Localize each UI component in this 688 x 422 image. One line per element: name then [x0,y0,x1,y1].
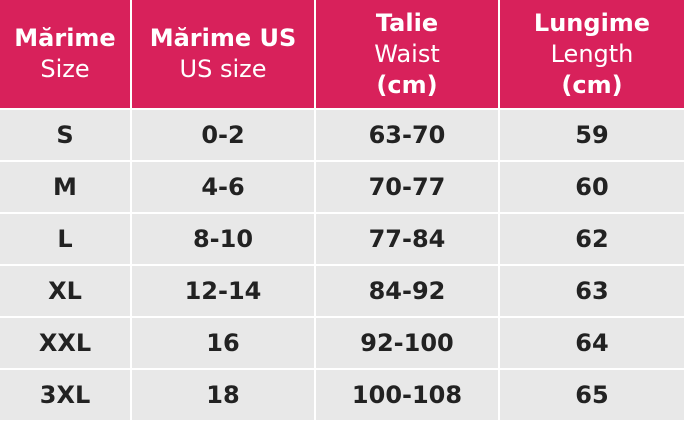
table-cell: 8-10 [132,214,314,264]
table-cell: L [0,214,130,264]
table-cell: 16 [132,318,314,368]
table-cell: 62 [500,214,684,264]
table-row: XL 12-14 84-92 63 [0,266,684,316]
header-row: Mărime Size Mărime US US size Talie Waist (cm)… [0,0,684,108]
table-cell: 0-2 [132,110,314,160]
table-cell: 18 [132,370,314,420]
header-line: Length [550,39,634,68]
table-cell: 63-70 [316,110,498,160]
table-row: M 4-6 70-77 60 [0,162,684,212]
table-body: S 0-2 63-70 59 M 4-6 70-77 60 L 8-10 77-84 62 XL 12-1… [0,110,684,420]
table-cell: 60 [500,162,684,212]
table-cell: 59 [500,110,684,160]
table-cell: 77-84 [316,214,498,264]
header-line: Size [40,55,90,83]
table-cell: M [0,162,130,212]
table-cell: 100-108 [316,370,498,420]
header-line: (cm) [376,70,438,99]
table-row: L 8-10 77-84 62 [0,214,684,264]
table-cell: 4-6 [132,162,314,212]
table-cell: 65 [500,370,684,420]
header-line: Mărime US [149,24,297,52]
table-cell: 84-92 [316,266,498,316]
table-cell: 92-100 [316,318,498,368]
header-line: Mărime [14,24,116,52]
table-row: 3XL 18 100-108 65 [0,370,684,420]
header-cell: Talie Waist (cm) [316,0,498,108]
table-cell: XL [0,266,130,316]
table-row: S 0-2 63-70 59 [0,110,684,160]
header-line: Lungime [533,8,651,37]
table-cell: 64 [500,318,684,368]
header-line: US size [179,55,267,83]
table-cell: 63 [500,266,684,316]
table-cell: XXL [0,318,130,368]
header-cell: Mărime Size [0,0,130,108]
header-line: Talie [375,8,439,37]
table-cell: 70-77 [316,162,498,212]
header-line: Waist [374,39,440,68]
table-cell: 3XL [0,370,130,420]
table-cell: S [0,110,130,160]
header-cell: Mărime US US size [132,0,314,108]
header-line: (cm) [561,70,623,99]
header-cell: Lungime Length (cm) [500,0,684,108]
table-row: XXL 16 92-100 64 [0,318,684,368]
table-cell: 12-14 [132,266,314,316]
